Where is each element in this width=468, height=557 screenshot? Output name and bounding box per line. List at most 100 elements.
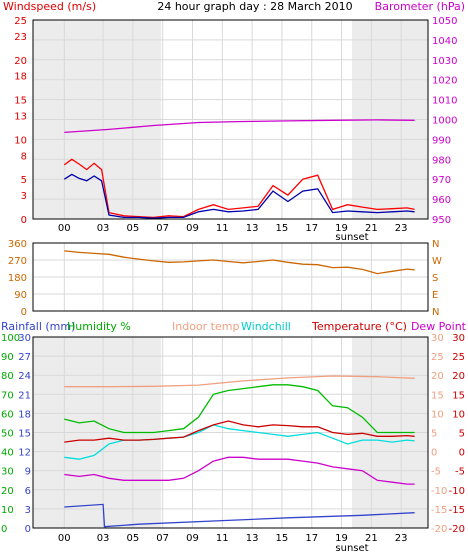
x-tick-top: 05 [127, 223, 140, 234]
x-tick-top: 11 [216, 223, 229, 234]
series-line-wind-direction [64, 250, 415, 275]
y-tick-barometer: 1040 [432, 36, 457, 47]
y-tick-humidity: 30 [1, 467, 14, 478]
y-tick-direction: 270 [8, 256, 27, 267]
y-tick-direction: 360 [8, 239, 27, 250]
y-tick-temperature: 25 [452, 352, 465, 363]
y-tick-windspeed: 5 [21, 175, 27, 186]
y-tick-humidity: 100 [1, 333, 20, 344]
windspeed-axis-title: Windspeed (m/s) [3, 0, 96, 13]
x-tick-top: 03 [97, 223, 110, 234]
y-tick-barometer: 950 [432, 215, 451, 226]
y-tick-indoor-temp: -10 [431, 486, 447, 497]
tick-labels-layer: 0358101315182023259509609709809901000101… [1, 16, 465, 544]
y-tick-rainfall: 27 [18, 352, 31, 363]
y-tick-indoor-temp: -15 [431, 505, 447, 516]
panel-frame [32, 336, 429, 529]
x-tick-bottom: 15 [276, 533, 289, 544]
y-tick-compass: W [432, 256, 442, 267]
y-tick-barometer: 970 [432, 175, 451, 186]
legend-dew-point: Dew Point [411, 320, 467, 333]
sunset-label-bottom: sunset [335, 543, 368, 554]
y-tick-rainfall: 0 [25, 524, 31, 535]
y-tick-indoor-temp: 5 [431, 429, 437, 440]
barometer-axis-title: Barometer (hPa) [375, 0, 465, 13]
series-line-wind-average [63, 173, 415, 219]
y-tick-humidity: 40 [1, 448, 14, 459]
legend-rainfall: Rainfall (mm) [1, 320, 75, 333]
y-tick-humidity: 50 [1, 429, 14, 440]
y-tick-windspeed: 20 [14, 56, 27, 67]
series-layer [63, 119, 415, 528]
chart-title: 24 hour graph day : 28 March 2010 [157, 0, 352, 13]
y-tick-indoor-temp: -20 [431, 524, 447, 535]
y-tick-temperature: -5 [455, 467, 465, 478]
y-tick-temperature: 15 [452, 390, 465, 401]
y-tick-direction: 180 [8, 273, 27, 284]
x-tick-top: 00 [58, 223, 71, 234]
y-tick-rainfall: 3 [25, 505, 31, 516]
y-tick-windspeed: 23 [14, 32, 27, 43]
legend-humidity: Humidity % [67, 320, 131, 333]
y-tick-barometer: 1050 [432, 16, 457, 27]
y-tick-indoor-temp: 25 [431, 352, 444, 363]
y-tick-barometer: 960 [432, 195, 451, 206]
y-tick-windspeed: 10 [14, 135, 27, 146]
y-tick-temperature: -20 [449, 524, 465, 535]
y-tick-rainfall: 9 [25, 467, 31, 478]
y-tick-indoor-temp: 15 [431, 390, 444, 401]
x-tick-bottom: 23 [395, 533, 408, 544]
y-tick-rainfall: 18 [18, 409, 31, 420]
y-tick-windspeed: 13 [14, 112, 27, 123]
y-tick-indoor-temp: -5 [431, 467, 441, 478]
y-tick-compass: S [432, 273, 438, 284]
y-tick-humidity: 0 [1, 524, 7, 535]
y-tick-barometer: 990 [432, 135, 451, 146]
y-tick-humidity: 90 [1, 352, 14, 363]
x-tick-top: 21 [365, 223, 378, 234]
y-tick-temperature: -15 [449, 505, 465, 516]
x-tick-bottom: 09 [186, 533, 199, 544]
series-line-barometer [64, 119, 415, 134]
y-tick-temperature: 0 [459, 448, 465, 459]
sunset-label-top: sunset [335, 232, 368, 243]
series-line-humidity [64, 384, 415, 434]
y-tick-barometer: 1030 [432, 56, 457, 67]
y-tick-barometer: 1000 [432, 116, 457, 127]
x-tick-top: 09 [186, 223, 199, 234]
y-tick-rainfall: 24 [18, 371, 31, 382]
legend-temperature: Temperature (°C) [311, 320, 407, 333]
series-line-windspeed [63, 158, 415, 219]
y-tick-indoor-temp: 30 [431, 333, 444, 344]
y-tick-temperature: -10 [449, 486, 465, 497]
y-tick-rainfall: 21 [18, 390, 31, 401]
y-tick-windspeed: 15 [14, 96, 27, 107]
y-tick-windspeed: 8 [21, 151, 27, 162]
grid-layer [33, 19, 428, 529]
x-tick-bottom: 11 [216, 533, 229, 544]
legend-windchill: Windchill [241, 320, 291, 333]
y-tick-humidity: 10 [1, 505, 14, 516]
y-tick-rainfall: 30 [18, 333, 31, 344]
y-tick-temperature: 5 [459, 429, 465, 440]
y-tick-humidity: 70 [1, 390, 14, 401]
panel-frame [32, 19, 429, 220]
x-tick-bottom: 05 [127, 533, 140, 544]
x-tick-top: 19 [335, 223, 348, 234]
x-tick-bottom: 13 [246, 533, 259, 544]
y-tick-humidity: 60 [1, 409, 14, 420]
x-tick-bottom: 19 [335, 533, 348, 544]
x-tick-bottom: 21 [365, 533, 378, 544]
panel-frame [32, 242, 429, 312]
axes-layer [32, 19, 429, 529]
series-line-dew-point [64, 456, 415, 485]
x-tick-bottom: 00 [58, 533, 71, 544]
x-tick-bottom: 17 [305, 533, 318, 544]
y-tick-direction: 90 [14, 290, 27, 301]
series-line-rainfall-mm [64, 503, 415, 528]
x-tick-top: 07 [156, 223, 169, 234]
x-tick-bottom: 07 [156, 533, 169, 544]
y-tick-windspeed: 3 [21, 191, 27, 202]
